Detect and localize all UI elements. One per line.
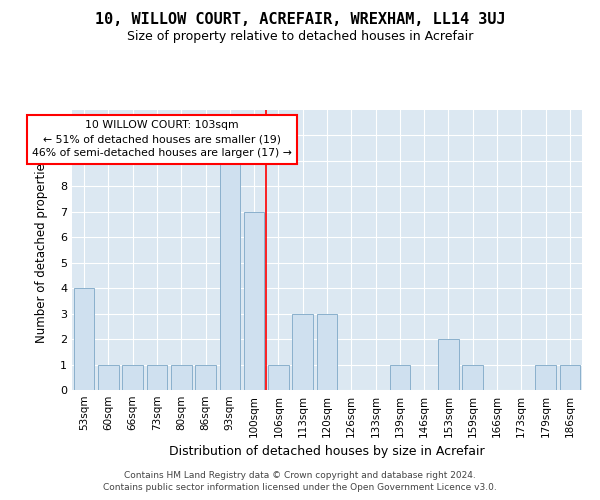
Bar (244, 212, 265, 390)
Bar (268, 364, 289, 390)
Bar (389, 364, 410, 390)
Bar (560, 364, 580, 390)
Bar (438, 339, 459, 390)
Bar (220, 161, 240, 390)
Bar (195, 364, 216, 390)
Bar (122, 364, 143, 390)
Bar (98, 364, 119, 390)
Bar (535, 364, 556, 390)
Bar (463, 364, 483, 390)
Bar (317, 314, 337, 390)
Bar (292, 314, 313, 390)
Y-axis label: Number of detached properties: Number of detached properties (35, 157, 47, 343)
Text: Size of property relative to detached houses in Acrefair: Size of property relative to detached ho… (127, 30, 473, 43)
Text: 10, WILLOW COURT, ACREFAIR, WREXHAM, LL14 3UJ: 10, WILLOW COURT, ACREFAIR, WREXHAM, LL1… (95, 12, 505, 28)
Text: Contains HM Land Registry data © Crown copyright and database right 2024.: Contains HM Land Registry data © Crown c… (124, 471, 476, 480)
Text: Contains public sector information licensed under the Open Government Licence v3: Contains public sector information licen… (103, 484, 497, 492)
X-axis label: Distribution of detached houses by size in Acrefair: Distribution of detached houses by size … (169, 446, 485, 458)
Bar (171, 364, 191, 390)
Bar (146, 364, 167, 390)
Bar (74, 288, 94, 390)
Text: 10 WILLOW COURT: 103sqm
← 51% of detached houses are smaller (19)
46% of semi-de: 10 WILLOW COURT: 103sqm ← 51% of detache… (32, 120, 292, 158)
